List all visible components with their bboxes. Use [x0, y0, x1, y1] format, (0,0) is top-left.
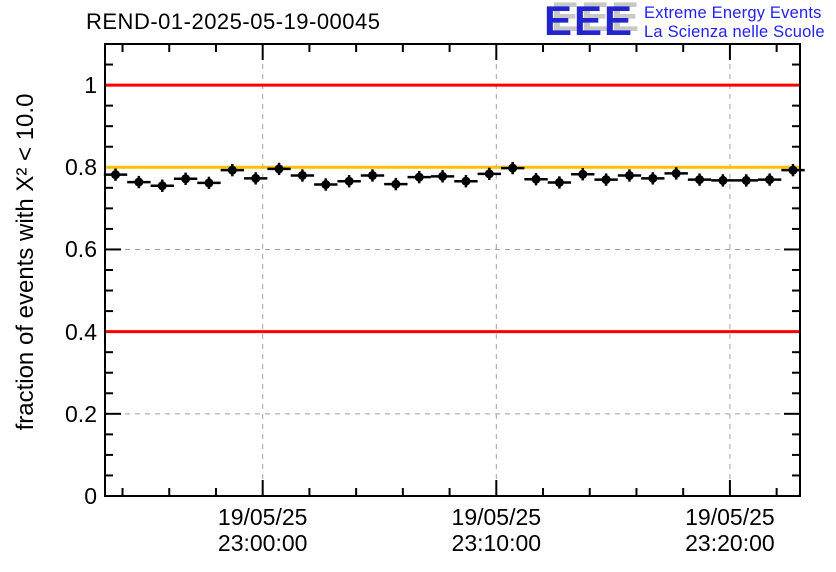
axis-ticks — [105, 43, 800, 497]
eee-logo-line2: La Scienza nelle Scuole — [644, 23, 825, 41]
data-point — [578, 169, 588, 179]
data-point — [741, 175, 751, 185]
eee-logo: EEE Extreme Energy Events La Scienza nel… — [544, 0, 825, 44]
data-point — [111, 170, 121, 180]
data-point — [671, 168, 681, 178]
data-point — [227, 165, 237, 175]
data-point — [718, 175, 728, 185]
data-point — [274, 164, 284, 174]
data-point — [181, 174, 191, 184]
x-tick-label-line: 19/05/25 — [217, 504, 308, 530]
data-point — [157, 181, 167, 191]
y-tick-label: 0.2 — [65, 400, 97, 427]
data-point — [134, 177, 144, 187]
data-point — [788, 165, 798, 175]
data-point — [601, 175, 611, 185]
data-point — [414, 172, 424, 182]
y-tick-label: 0.6 — [65, 236, 97, 263]
y-tick-label: 0.4 — [65, 318, 97, 345]
x-tick-label-line: 23:20:00 — [685, 530, 775, 556]
page-title: REND-01-2025-05-19-00045 — [86, 9, 381, 34]
data-point — [554, 177, 564, 187]
eee-logo-text: Extreme Energy Events La Scienza nelle S… — [644, 2, 825, 42]
data-point — [695, 175, 705, 185]
data-point — [765, 175, 775, 185]
x-tick-label: 19/05/25 23:10:00 — [416, 504, 576, 556]
data-point — [251, 173, 261, 183]
y-tick-label: 0 — [84, 483, 97, 509]
x-tick-label-line: 23:10:00 — [451, 530, 542, 556]
plot-frame — [104, 43, 801, 497]
data-point — [484, 169, 494, 179]
eee-logo-acronym: EEE — [544, 0, 635, 44]
data-point — [648, 173, 658, 183]
data-point — [624, 170, 634, 180]
eee-logo-line1: Extreme Energy Events — [644, 4, 822, 22]
data-point — [391, 179, 401, 189]
x-tick-label-line: 19/05/25 — [685, 504, 775, 530]
data-point — [344, 176, 354, 186]
data-point — [367, 170, 377, 180]
x-tick-label: 19/05/25 23:20:00 — [650, 504, 810, 556]
x-tick-label-line: 23:00:00 — [217, 530, 308, 556]
x-tick-label: 19/05/25 23:00:00 — [183, 504, 343, 556]
data-point — [438, 171, 448, 181]
data-point — [297, 170, 307, 180]
x-tick-label-line: 19/05/25 — [451, 504, 542, 530]
data-point — [508, 163, 518, 173]
grid-lines — [105, 44, 800, 496]
series-points — [103, 161, 805, 192]
data-point — [461, 176, 471, 186]
data-point — [531, 174, 541, 184]
data-point — [204, 178, 214, 188]
data-point — [321, 180, 331, 190]
y-tick-label: 0.8 — [65, 154, 97, 181]
y-tick-label: 1 — [84, 72, 97, 99]
